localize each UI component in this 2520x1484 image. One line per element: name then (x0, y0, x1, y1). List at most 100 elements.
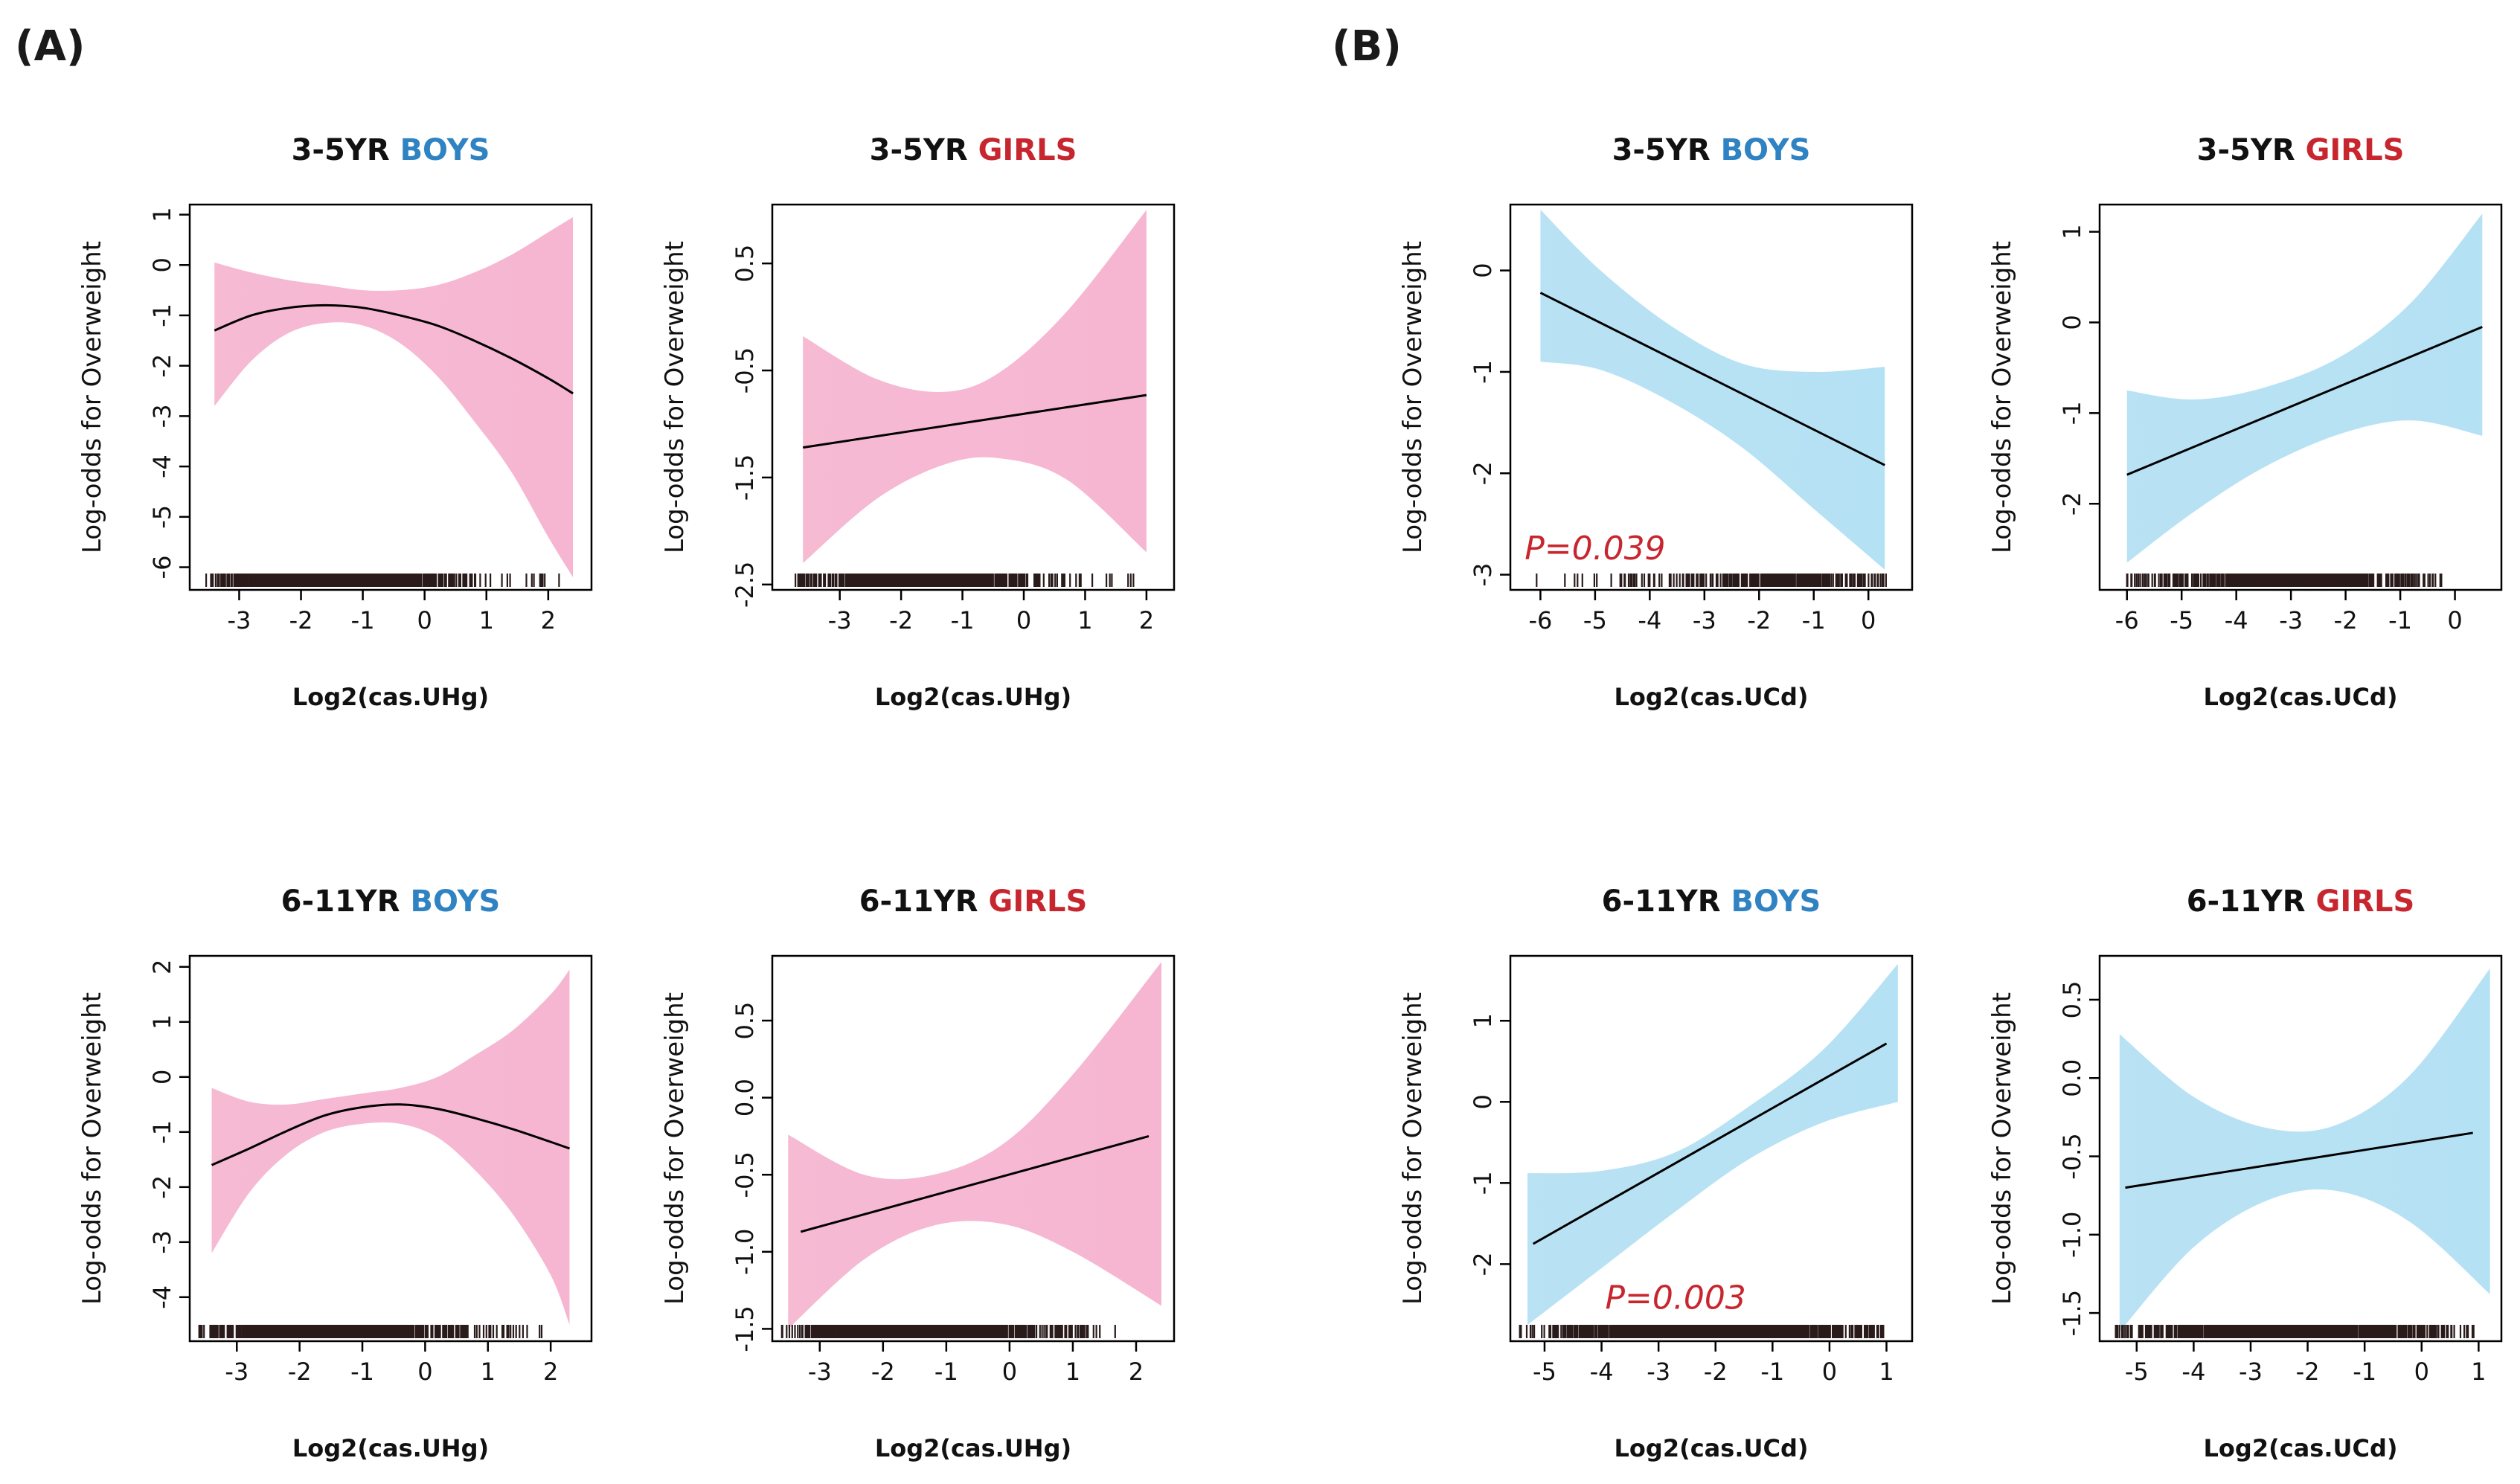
plot-frame (188, 954, 593, 1343)
rug-plot (1536, 574, 1887, 587)
confidence-band (211, 969, 570, 1325)
x-tick-label: 0 (1002, 1358, 1017, 1386)
y-axis-label: Log-odds for Overweight (1987, 992, 2017, 1305)
x-tick-label: -2 (2334, 606, 2358, 635)
subplot-7: 6-11YR BOYS -5 -4 -3 -2 -1 0 1 1 0 -1 -2 Log2(cas.UC… (1398, 884, 1914, 1462)
title-sex-girls: GIRLS (978, 133, 1077, 167)
x-tick-label: -2 (889, 606, 913, 635)
x-tick-label: -2 (288, 1358, 312, 1386)
x-tick-label: -3 (828, 606, 852, 635)
y-tick-label: -0.5 (2058, 1133, 2086, 1179)
x-tick-label: -6 (2115, 606, 2139, 635)
subplot-1: 3-5YR BOYS -3 -2 -1 0 1 2 1 0 -1 -2 -3 -4 -5 -6 Log2(ca… (77, 133, 593, 711)
title-sex-girls: GIRLS (2306, 133, 2405, 167)
fitted-curve (2126, 326, 2483, 476)
x-axis-label: Log2(cas.UCd) (2204, 683, 2398, 711)
subplot-title: 6-11YR GIRLS (859, 884, 1088, 919)
title-age-group: 6-11YR (281, 884, 411, 919)
x-tick-label: -4 (2181, 1358, 2205, 1386)
x-tick-label: 1 (481, 1358, 496, 1386)
subplot-title: 3-5YR BOYS (1612, 133, 1811, 167)
plot-frame (1509, 203, 1914, 591)
y-tick-label: 1 (148, 207, 176, 222)
y-tick-label: -1 (148, 303, 176, 327)
confidence-band (1540, 209, 1885, 570)
y-tick-label: 0.5 (2058, 981, 2086, 1019)
subplot-title: 6-11YR GIRLS (2187, 884, 2415, 919)
rug-plot (205, 574, 560, 587)
subplot-4: 3-5YR GIRLS -6 -5 -4 -3 -2 -1 0 1 0 -1 -2 Log2(cas.U… (1987, 133, 2503, 711)
y-tick-label: 0 (2058, 315, 2086, 330)
x-tick-label: -2 (289, 606, 313, 635)
x-tick-label: -3 (1647, 1358, 1670, 1386)
y-tick-label: 0 (1469, 263, 1497, 277)
rug-plot (198, 1325, 543, 1338)
y-tick-label: -1.0 (2058, 1212, 2086, 1258)
confidence-band (788, 962, 1161, 1329)
y-tick-label: -1 (1469, 360, 1497, 384)
y-tick-label: -1 (2058, 401, 2086, 425)
y-tick-label: -1.0 (731, 1229, 759, 1275)
y-axis-label: Log-odds for Overweight (1398, 241, 1428, 553)
fitted-curve (2125, 1131, 2473, 1189)
panel-label-b: (B) (1332, 22, 1402, 71)
title-sex-boys: BOYS (1731, 884, 1821, 919)
x-tick-label: -5 (2125, 1358, 2149, 1386)
x-tick-label: -5 (1533, 1358, 1556, 1386)
fitted-curve (214, 303, 574, 395)
y-tick-label: -1.5 (731, 1305, 759, 1352)
plot-frame (1509, 954, 1914, 1343)
title-age-group: 3-5YR (2197, 133, 2306, 167)
x-tick-label: -3 (1693, 606, 1716, 635)
x-tick-label: 0 (2414, 1358, 2429, 1386)
y-tick-label: 1 (148, 1015, 176, 1030)
y-tick-label: 0 (1469, 1094, 1497, 1109)
subplot-6: 6-11YR GIRLS -3 -2 -1 0 1 2 0.5 0.0 -0.5 -1.0 -1.5 L… (660, 884, 1176, 1462)
x-tick-label: 0 (417, 1358, 432, 1386)
subplot-title: 6-11YR BOYS (281, 884, 501, 919)
subplot-title: 3-5YR BOYS (292, 133, 490, 167)
y-axis-label: Log-odds for Overweight (660, 992, 690, 1305)
x-tick-label: -4 (2225, 606, 2248, 635)
x-tick-label: -3 (808, 1358, 832, 1386)
rug-plot (2115, 1325, 2475, 1338)
title-age-group: 6-11YR (1602, 884, 1731, 919)
x-tick-label: 2 (543, 1358, 558, 1386)
x-tick-label: 0 (1016, 606, 1031, 635)
x-tick-label: 0 (1822, 1358, 1837, 1386)
title-age-group: 3-5YR (870, 133, 978, 167)
title-sex-girls: GIRLS (988, 884, 1087, 919)
x-tick-label: -5 (2170, 606, 2193, 635)
y-tick-label: -0.5 (731, 1151, 759, 1198)
confidence-band (2119, 968, 2490, 1332)
y-tick-label: -6 (148, 556, 176, 579)
plot-frame (188, 203, 593, 591)
fitted-curve (211, 1103, 570, 1166)
x-tick-label: -5 (1583, 606, 1607, 635)
x-tick-label: 1 (479, 606, 494, 635)
y-axis-label: Log-odds for Overweight (77, 992, 107, 1305)
y-tick-label: -2 (148, 354, 176, 378)
y-tick-label: -0.5 (731, 347, 759, 394)
x-axis-label: Log2(cas.UHg) (292, 1434, 489, 1462)
title-sex-boys: BOYS (410, 884, 500, 919)
x-axis-label: Log2(cas.UHg) (292, 683, 489, 711)
x-tick-label: -2 (1747, 606, 1771, 635)
x-tick-label: 0 (1861, 606, 1876, 635)
x-tick-label: -4 (1590, 1358, 1614, 1386)
title-sex-girls: GIRLS (2315, 884, 2414, 919)
x-tick-label: -1 (350, 1358, 374, 1386)
x-tick-label: -3 (2239, 1358, 2263, 1386)
x-tick-label: -1 (2388, 606, 2412, 635)
subplot-8: 6-11YR GIRLS -5 -4 -3 -2 -1 0 1 0.5 0.0 -0.5 -1.0 -1… (1987, 884, 2503, 1462)
x-tick-label: -6 (1528, 606, 1552, 635)
fitted-curve (802, 394, 1147, 449)
y-tick-label: -3 (1469, 563, 1497, 587)
y-tick-label: -1.5 (2058, 1290, 2086, 1336)
x-axis-label: Log2(cas.UCd) (2204, 1434, 2398, 1462)
x-axis-label: Log2(cas.UCd) (1615, 683, 1809, 711)
x-axis-label: Log2(cas.UHg) (875, 1434, 1071, 1462)
x-tick-label: -4 (1638, 606, 1661, 635)
x-tick-label: -1 (1802, 606, 1826, 635)
